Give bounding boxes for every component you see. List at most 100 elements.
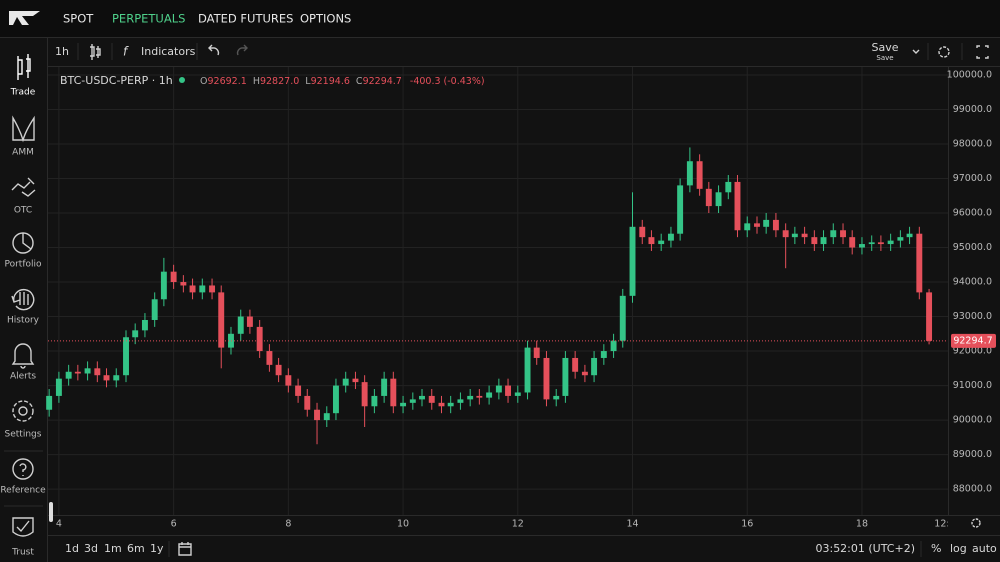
chart-type-button[interactable] (90, 44, 101, 60)
sidebar-item[interactable]: OTC (11, 177, 36, 216)
candle-body (830, 230, 837, 238)
x-tick-label: 16 (741, 519, 753, 530)
candle-body (342, 378, 349, 386)
sidebar-item[interactable]: History (7, 288, 40, 326)
sidebar-item[interactable]: Reference (0, 458, 46, 496)
nav-item[interactable]: SPOT (63, 12, 94, 26)
candle-body (754, 223, 760, 227)
logo[interactable] (9, 11, 40, 25)
candle-body (543, 357, 550, 400)
candle-body (849, 237, 856, 248)
candle-body (84, 368, 91, 374)
range-button[interactable]: 1d (65, 542, 79, 555)
candle-body (123, 337, 129, 376)
legend-key: O (200, 76, 207, 87)
candle-body (189, 285, 196, 293)
date-range-button[interactable] (178, 542, 192, 556)
legend-key: L (305, 76, 311, 87)
candle-body (352, 378, 359, 383)
candle-body (639, 226, 646, 238)
candle-body (285, 375, 292, 386)
candle-body (677, 185, 684, 234)
nav-item[interactable]: PERPETUALS (112, 12, 185, 26)
candle-body (744, 223, 751, 231)
percent-toggle[interactable]: % (931, 542, 941, 555)
candle-body (686, 161, 693, 186)
fullscreen-button[interactable] (976, 45, 989, 59)
candle-body (562, 357, 569, 396)
candle-body (619, 295, 626, 341)
nav-item[interactable]: DATED FUTURES (198, 12, 293, 26)
candle-body (734, 181, 741, 231)
candle-body (170, 271, 177, 283)
candle-body (533, 347, 540, 358)
legend-key: H (253, 76, 260, 87)
y-tick-label: 94000.0 (953, 277, 992, 288)
y-tick-label: 92000.0 (953, 346, 992, 357)
sidebar-item[interactable]: Trade (10, 54, 36, 98)
candle-body (629, 226, 636, 296)
candle-body (591, 357, 598, 376)
pane-handle[interactable] (49, 502, 53, 522)
sidebar-label: Trust (11, 548, 34, 558)
candle-body (199, 285, 206, 293)
candle-body (505, 385, 512, 396)
y-tick-label: 88000.0 (953, 484, 992, 495)
candle-body (361, 382, 368, 407)
sidebar-item[interactable]: Trust (11, 517, 34, 558)
interval-button[interactable]: 1h (55, 45, 69, 58)
candles (46, 147, 933, 445)
indicators-button[interactable]: Indicators (141, 45, 196, 58)
y-tick-label: 99000.0 (953, 104, 992, 115)
sidebar-item[interactable]: Portfolio (4, 232, 42, 270)
y-tick-label: 100000.0 (947, 69, 992, 80)
candle-body (610, 340, 617, 352)
candle-body (926, 292, 933, 341)
candle-body (820, 237, 827, 245)
candle-body (897, 237, 904, 241)
y-tick-label: 89000.0 (953, 449, 992, 460)
candle-body (553, 395, 560, 400)
candle-body (600, 351, 607, 358)
x-tick-label: 18 (856, 519, 868, 530)
redo-button[interactable] (236, 44, 248, 56)
auto-toggle[interactable]: auto (972, 542, 997, 555)
candle-body (46, 395, 53, 410)
candle-body (228, 333, 234, 348)
candle-body (648, 237, 655, 245)
candle-body (581, 371, 588, 376)
last-price-label: 92294.7 (953, 335, 992, 346)
range-button[interactable]: 1m (104, 542, 122, 555)
legend-value: 92194.6 (311, 76, 350, 87)
save-button[interactable]: Save (871, 41, 898, 54)
log-toggle[interactable]: log (950, 542, 967, 555)
candle-body (705, 188, 712, 207)
range-button[interactable]: 1y (150, 542, 164, 555)
undo-button[interactable] (208, 44, 220, 56)
candle-body (906, 233, 913, 238)
sidebar-label: Settings (5, 430, 42, 440)
y-tick-label: 95000.0 (953, 242, 992, 253)
candle-body (246, 316, 253, 327)
legend-value: 92692.1 (207, 76, 246, 87)
candle-body (419, 395, 425, 400)
fx-icon: f (123, 45, 129, 59)
candle-body (218, 292, 225, 348)
sidebar-item[interactable]: Alerts (10, 343, 36, 382)
candle-body (160, 271, 167, 300)
x-tick-label: 12 (512, 519, 524, 530)
candle-body (409, 399, 416, 403)
sidebar-item[interactable]: AMM (12, 115, 35, 158)
nav-item[interactable]: OPTIONS (300, 12, 351, 26)
axis-settings-button[interactable] (971, 518, 981, 528)
sidebar-item[interactable]: Settings (5, 400, 42, 440)
candle-body (715, 192, 722, 207)
candle-body (304, 395, 311, 410)
range-button[interactable]: 3d (84, 542, 98, 555)
settings-button[interactable] (938, 46, 950, 58)
save-sub-label: Save (876, 54, 893, 62)
legend-value: 92294.7 (363, 76, 402, 87)
save-menu[interactable] (912, 49, 920, 54)
range-button[interactable]: 6m (127, 542, 145, 555)
x-tick-label: 10 (397, 519, 409, 530)
